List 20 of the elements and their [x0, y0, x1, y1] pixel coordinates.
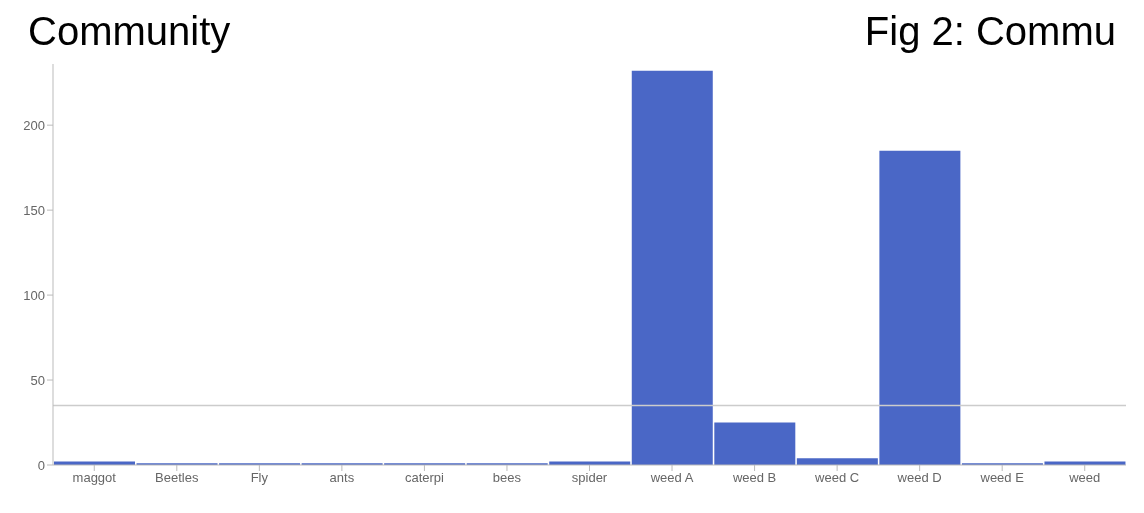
x-tick-label: weed D [896, 470, 942, 486]
x-tick-label: bees [492, 470, 522, 486]
x-tick-label: ants [329, 470, 355, 486]
y-tick-label: 100 [23, 287, 45, 303]
chart-title: Fig 2: Commu [864, 8, 1116, 54]
x-tick-label: weed E [979, 470, 1025, 486]
x-tick-label: maggot [72, 470, 117, 486]
y-tick-label: 200 [23, 117, 45, 133]
y-tick-label: 0 [37, 457, 45, 473]
x-tick-label: spider [571, 470, 608, 486]
y-tick-label: 50 [30, 372, 45, 388]
x-tick-label: weed [1068, 470, 1101, 486]
x-tick-label: weed C [814, 470, 860, 486]
x-tick-label: Beetles [155, 470, 199, 486]
x-tick-label: Fly [250, 470, 269, 486]
x-tick-label: weed B [731, 470, 777, 486]
y-tick-label: 150 [23, 202, 45, 218]
text: Community [28, 8, 231, 54]
x-tick-label: caterpi [404, 470, 445, 486]
x-tick-label: weed A [649, 470, 694, 486]
